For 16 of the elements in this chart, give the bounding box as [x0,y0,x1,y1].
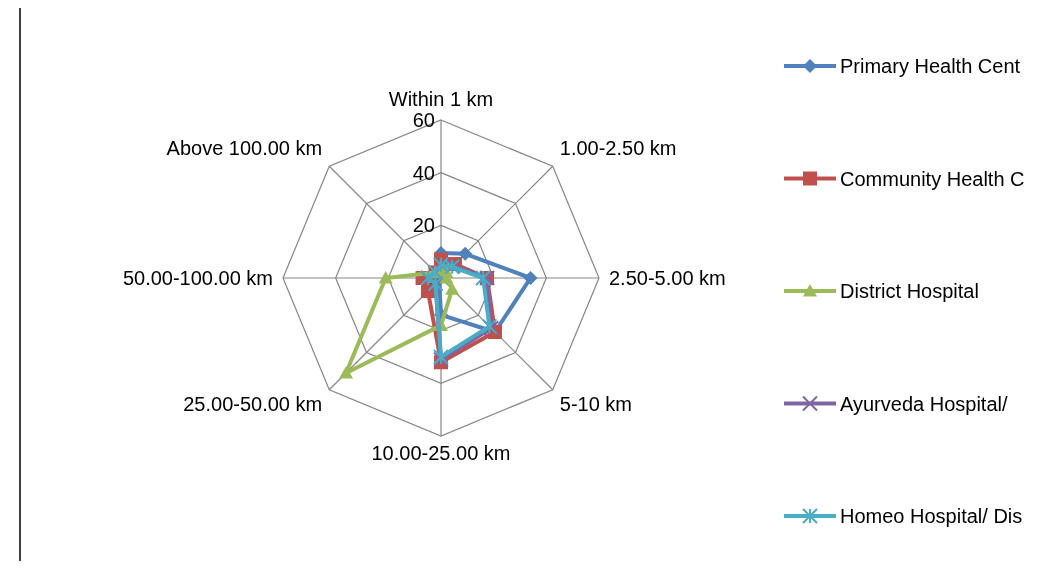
y-tick-label: 40 [412,161,435,184]
legend-label: Ayurveda Hospital/ [840,392,1008,415]
legend-label: Community Health C [840,167,1025,190]
legend-label: Homeo Hospital/ Dis [840,505,1023,527]
spoke-label: 25.00-50.00 km [183,392,323,415]
y-tick-label: 20 [412,214,435,237]
legend-label: District Hospital [840,280,979,302]
spoke-label: 10.00-25.00 km [371,442,511,464]
legend-label: Primary Health Cent [840,55,1021,77]
spoke-label: 1.00-2.50 km [559,137,677,160]
spoke-label: Within 1 km [388,88,494,110]
y-tick-label: 60 [412,109,435,131]
spoke-label: 2.50-5.00 km [609,267,726,289]
spoke-label: Above 100.00 km [166,137,323,160]
spoke-label: 50.00-100.00 km [122,267,273,289]
spoke-label: 5-10 km [559,392,633,415]
